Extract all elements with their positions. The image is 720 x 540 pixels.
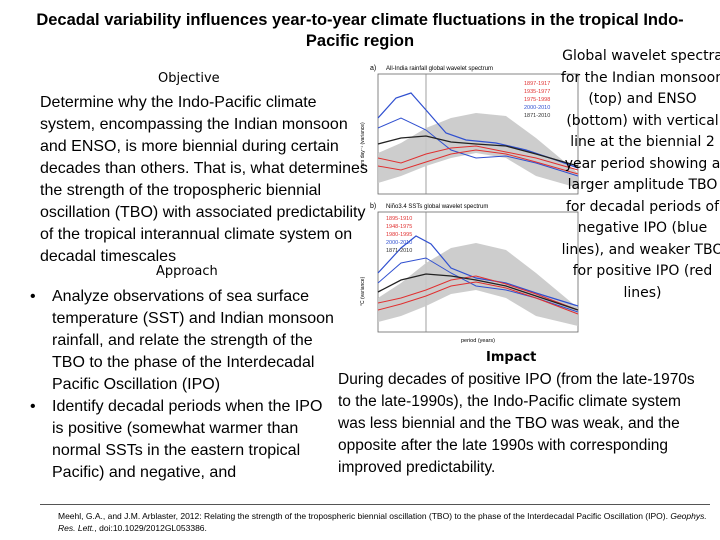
panel-b-red-line	[377, 281, 579, 315]
wavelet-spectra-svg: a) All-India rainfall global wavelet spe…	[360, 65, 579, 344]
slide-title: Decadal variability influences year-to-y…	[36, 11, 684, 50]
panel-a-legend-entry: 1935-1977	[524, 89, 550, 95]
impact-heading: Impact	[486, 350, 537, 365]
figure-caption: Global wavelet spectra for the Indian mo…	[560, 48, 720, 301]
wavelet-spectra-figure: a) All-India rainfall global wavelet spe…	[356, 58, 586, 358]
reference-divider	[40, 504, 710, 505]
reference-text: Meehl, G.A., and J.M. Arblaster, 2012: R…	[58, 511, 671, 521]
reference-journal: Geophys. Res. Lett.	[58, 511, 707, 533]
panel-a-title: All-India rainfall global wavelet spectr…	[386, 66, 493, 72]
objective-text: Determine why the Indo-Pacific climate s…	[40, 92, 370, 268]
objective-heading: Objective	[158, 71, 220, 86]
objective-paragraph: Determine why the Indo-Pacific climate s…	[40, 94, 368, 265]
panel-a-black-line	[377, 135, 579, 167]
panel-b-label: b)	[370, 203, 376, 210]
panel-b-title: Niño3.4 SSTs global wavelet spectrum	[386, 204, 488, 210]
approach-heading: Approach	[156, 264, 218, 279]
panel-b-legend: 1895-1910 1948-1975 1980-1995 2000-2010 …	[386, 216, 412, 254]
approach-item: • Analyze observations of sea surface te…	[26, 286, 336, 396]
panel-b-legend-entry: 1871-2010	[386, 248, 412, 254]
impact-text: During decades of positive IPO (from the…	[338, 371, 695, 476]
panel-a-legend-entry: 1897-1917	[524, 81, 550, 87]
panel-a-legend-entry: 1975-1998	[524, 97, 550, 103]
panel-a-red-line	[377, 145, 579, 171]
panel-b-legend-entry: 1948-1975	[386, 224, 412, 230]
panel-b-blue-line	[377, 235, 579, 307]
reference-citation: Meehl, G.A., and J.M. Arblaster, 2012: R…	[58, 510, 708, 534]
panel-a-legend: 1897-1917 1935-1977 1975-1998 2000-2010 …	[524, 81, 550, 119]
panel-a-label: a)	[370, 65, 376, 72]
approach-list: • Analyze observations of sea surface te…	[26, 286, 336, 484]
panel-b-legend-entry: 1895-1910	[386, 216, 412, 222]
panel-b-legend-entry: 1980-1995	[386, 232, 412, 238]
approach-item: • Identify decadal periods when the IPO …	[26, 396, 336, 484]
panel-a-legend-entry: 2000-2010	[524, 105, 550, 111]
panel-b-ylabel: °C (variance)	[360, 276, 366, 306]
approach-item-text: Analyze observations of sea surface temp…	[52, 288, 334, 393]
panel-b-legend-entry: 2000-2010	[386, 240, 412, 246]
panel-a-legend-entry: 1871-2010	[524, 113, 550, 119]
panel-b-spread	[378, 243, 578, 326]
approach-item-text: Identify decadal periods when the IPO is…	[52, 398, 323, 481]
bullet-icon: •	[30, 398, 36, 415]
reference-doi: , doi:10.1029/2012GL053386.	[94, 523, 207, 533]
panel-a-blue-line	[377, 117, 579, 177]
panel-a-ylabel: mm day⁻¹ (variance)	[360, 122, 366, 168]
panel-a-red-line	[377, 149, 579, 175]
bullet-icon: •	[30, 288, 36, 305]
panel-b-xlabel: period (years)	[461, 338, 495, 344]
panel-b-black-line	[377, 273, 579, 311]
